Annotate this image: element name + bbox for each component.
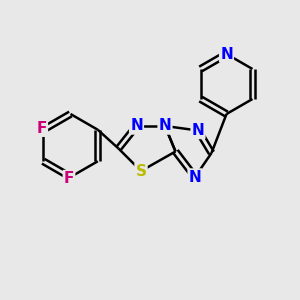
Text: N: N	[220, 46, 233, 62]
Text: N: N	[130, 118, 143, 134]
Text: N: N	[189, 169, 201, 184]
Text: N: N	[192, 123, 204, 138]
Text: F: F	[37, 121, 47, 136]
Text: N: N	[159, 118, 171, 134]
Text: F: F	[64, 171, 74, 186]
Text: S: S	[136, 164, 146, 178]
